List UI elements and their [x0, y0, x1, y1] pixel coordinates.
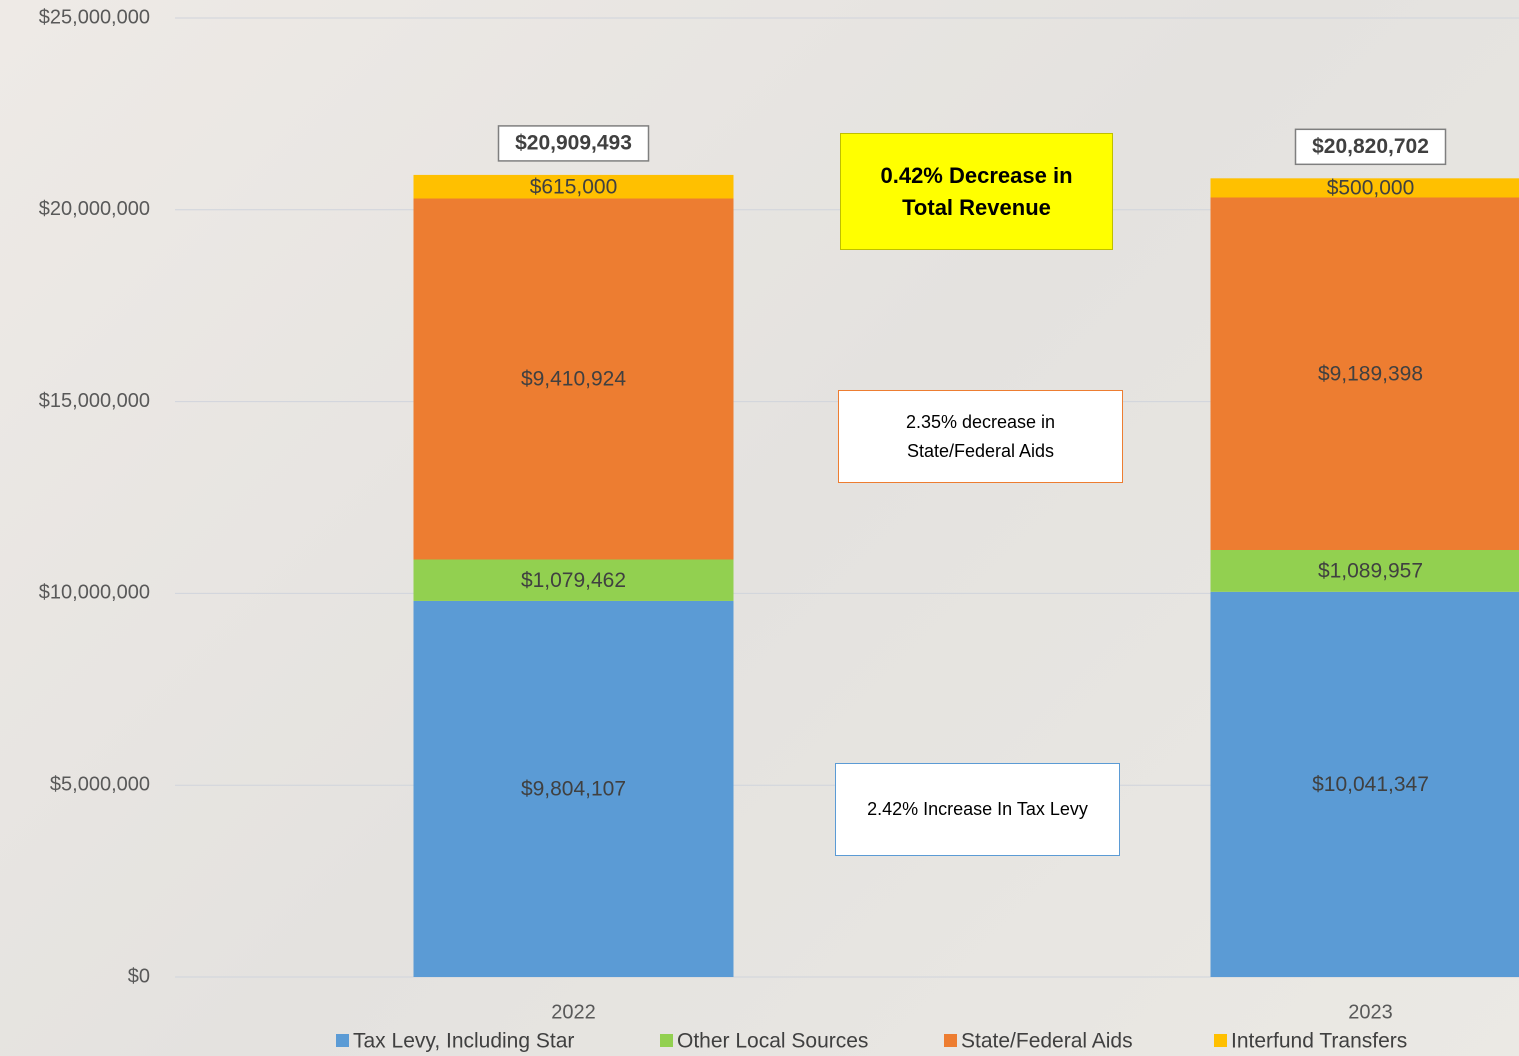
y-tick-label: $10,000,000	[39, 582, 150, 604]
bar-segment	[413, 600, 734, 977]
data-label: $9,189,398	[1318, 362, 1423, 385]
data-label: $1,089,957	[1318, 559, 1423, 582]
legend-label: Other Local Sources	[677, 1030, 868, 1053]
x-tick-label: 2023	[1348, 1001, 1393, 1023]
bar-segment	[1210, 178, 1519, 198]
legend-swatch	[1214, 1034, 1227, 1047]
data-label: $9,410,924	[521, 368, 626, 391]
bar-segment	[1210, 550, 1519, 592]
y-tick-label: $15,000,000	[39, 390, 150, 412]
x-tick-label: 2022	[551, 1001, 596, 1023]
total-label: $20,909,493	[515, 131, 632, 154]
y-tick-label: $25,000,000	[39, 6, 150, 28]
bar-segment	[413, 198, 734, 560]
legend-swatch	[944, 1034, 957, 1047]
y-tick-label: $5,000,000	[50, 773, 150, 795]
bar-segment	[1210, 591, 1519, 977]
total-box	[497, 125, 650, 162]
data-label: $615,000	[530, 175, 618, 198]
data-label: $500,000	[1327, 176, 1415, 199]
total-box	[1294, 128, 1447, 166]
bar-segment	[413, 174, 734, 199]
total-annotation: 0.42% Decrease in Total Revenue	[840, 133, 1113, 250]
total-label: $20,820,702	[1312, 135, 1429, 158]
levy-annotation: 2.42% Increase In Tax Levy	[835, 763, 1120, 856]
y-tick-label: $20,000,000	[39, 198, 150, 220]
data-label: $10,041,347	[1312, 773, 1429, 796]
aid-annotation: 2.35% decrease in State/Federal Aids	[838, 390, 1123, 483]
data-label: $9,804,107	[521, 778, 626, 801]
y-tick-label: $0	[128, 965, 150, 987]
bar-segment	[1210, 197, 1519, 551]
legend-label: Interfund Transfers	[1231, 1030, 1407, 1053]
data-label: $1,079,462	[521, 569, 626, 592]
legend-swatch	[336, 1034, 349, 1047]
legend-label: Tax Levy, Including Star	[353, 1030, 574, 1053]
legend-swatch	[660, 1034, 673, 1047]
bar-segment	[413, 559, 734, 601]
legend-label: State/Federal Aids	[961, 1030, 1133, 1053]
